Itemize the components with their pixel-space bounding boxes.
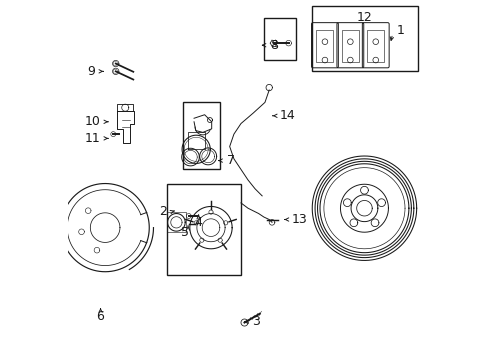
Text: 6: 6 <box>97 310 104 323</box>
Text: 9: 9 <box>87 65 96 78</box>
Text: 12: 12 <box>356 11 371 24</box>
Text: 11: 11 <box>84 132 101 145</box>
Bar <box>166 184 241 275</box>
Text: 2: 2 <box>159 205 166 218</box>
Text: 3: 3 <box>252 315 260 328</box>
Bar <box>366 30 384 62</box>
Text: 10: 10 <box>84 115 101 128</box>
Text: 1: 1 <box>395 23 403 37</box>
Bar <box>316 30 333 62</box>
Text: 8: 8 <box>270 39 278 52</box>
Bar <box>167 212 185 232</box>
Bar <box>341 30 358 62</box>
Text: 14: 14 <box>279 109 295 122</box>
Text: 7: 7 <box>226 154 234 167</box>
Text: 4: 4 <box>194 216 202 229</box>
Bar <box>183 102 219 170</box>
Text: 13: 13 <box>291 213 307 226</box>
Bar <box>311 6 417 71</box>
Bar <box>264 18 296 60</box>
Text: 5: 5 <box>181 226 189 239</box>
